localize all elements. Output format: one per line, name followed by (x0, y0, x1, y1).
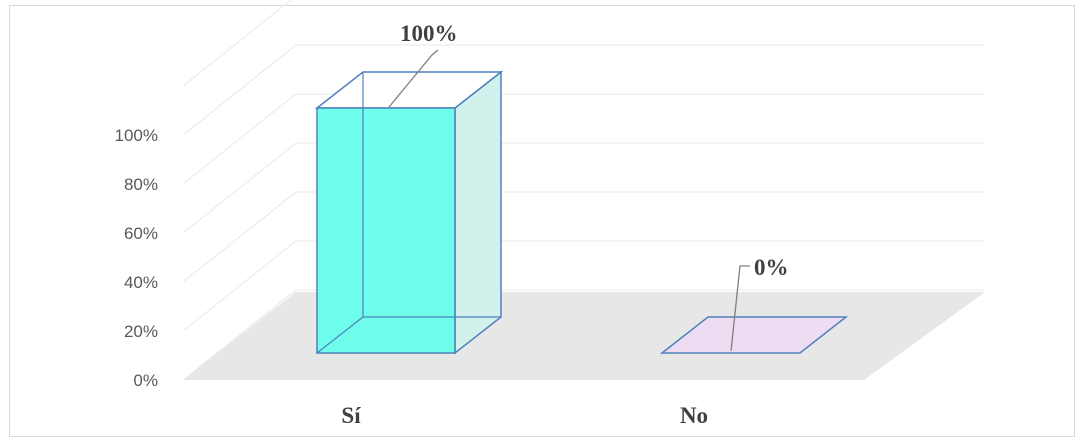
side-gridline (182, 44, 297, 136)
x-axis-categories: Sí No (341, 403, 708, 428)
side-gridline (182, 240, 297, 332)
bar-side-face (454, 70, 502, 355)
chart-bars (314, 70, 849, 355)
floor-plane (183, 292, 985, 380)
bar-Sí (314, 70, 504, 355)
y-axis-ticks: 0% 20% 40% 60% 80% 100% (115, 126, 158, 390)
bar-flat-face (659, 316, 849, 354)
data-label: 100% (400, 21, 458, 46)
data-labels: 100% 0% (388, 21, 789, 352)
side-gridline (182, 142, 297, 234)
side-gridline (182, 191, 297, 283)
chart-floor (183, 292, 985, 380)
bar-back-edge (316, 316, 364, 354)
y-tick-label: 40% (124, 273, 158, 292)
side-gridline (182, 93, 297, 185)
bar-front-face (316, 107, 456, 354)
side-gridline (182, 289, 297, 381)
y-tick-label: 100% (115, 126, 158, 145)
y-tick-label: 20% (124, 322, 158, 341)
leader-line (388, 49, 439, 108)
side-gridline (182, 0, 292, 87)
leader-line (730, 265, 750, 352)
category-label: No (680, 403, 708, 428)
bar-No (659, 316, 849, 354)
y-tick-label: 60% (124, 224, 158, 243)
y-tick-label: 80% (124, 175, 158, 194)
y-tick-label: 0% (133, 371, 158, 390)
category-label: Sí (341, 403, 361, 428)
data-label: 0% (754, 255, 789, 280)
